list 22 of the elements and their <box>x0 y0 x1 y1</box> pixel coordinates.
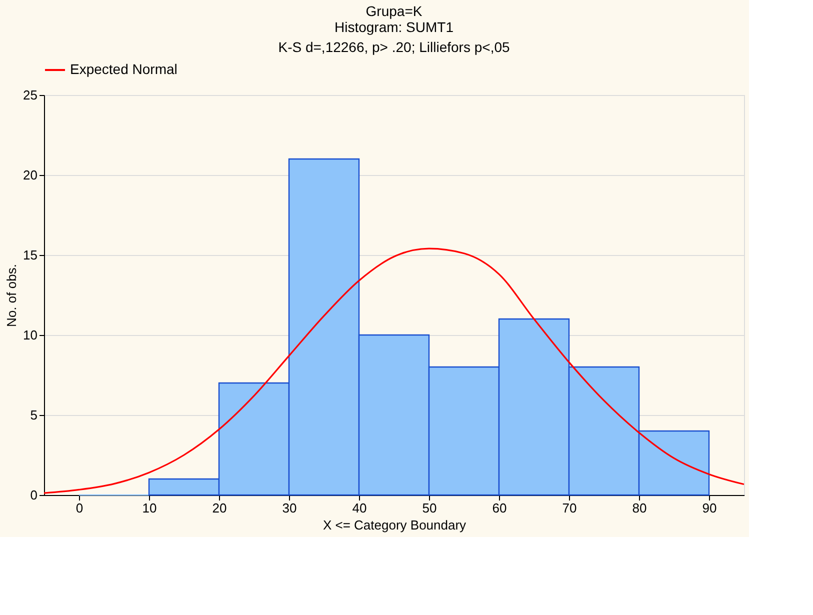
x-tick-label: 10 <box>142 500 157 516</box>
y-tick-label: 0 <box>30 488 38 502</box>
x-tick-label: 0 <box>76 500 84 516</box>
x-tick-label: 60 <box>492 500 507 516</box>
y-tick-label: 5 <box>30 408 38 422</box>
chart-subtitle: K-S d=,12266, p> .20; Lilliefors p<,05 <box>278 39 510 55</box>
x-tick-label: 50 <box>422 500 437 516</box>
x-tick-label: 20 <box>212 500 227 516</box>
x-tick-label: 70 <box>562 500 577 516</box>
x-tick-label: 40 <box>352 500 367 516</box>
text: Histogram: SUMT1 <box>334 19 454 35</box>
y-tick-label: 15 <box>23 248 38 262</box>
y-tick-label: 10 <box>23 328 38 342</box>
x-tick-label: 90 <box>702 500 717 516</box>
text: Grupa=K <box>366 3 422 19</box>
x-tick-label: 80 <box>632 500 647 516</box>
y-tick-label: 25 <box>23 88 38 102</box>
y-axis-title: No. of obs. <box>4 264 20 327</box>
x-axis-title: X <= Category Boundary <box>322 518 467 532</box>
y-tick-label: 20 <box>23 168 38 182</box>
legend-label: Expected Normal <box>70 61 178 77</box>
x-tick-label: 30 <box>282 500 297 516</box>
